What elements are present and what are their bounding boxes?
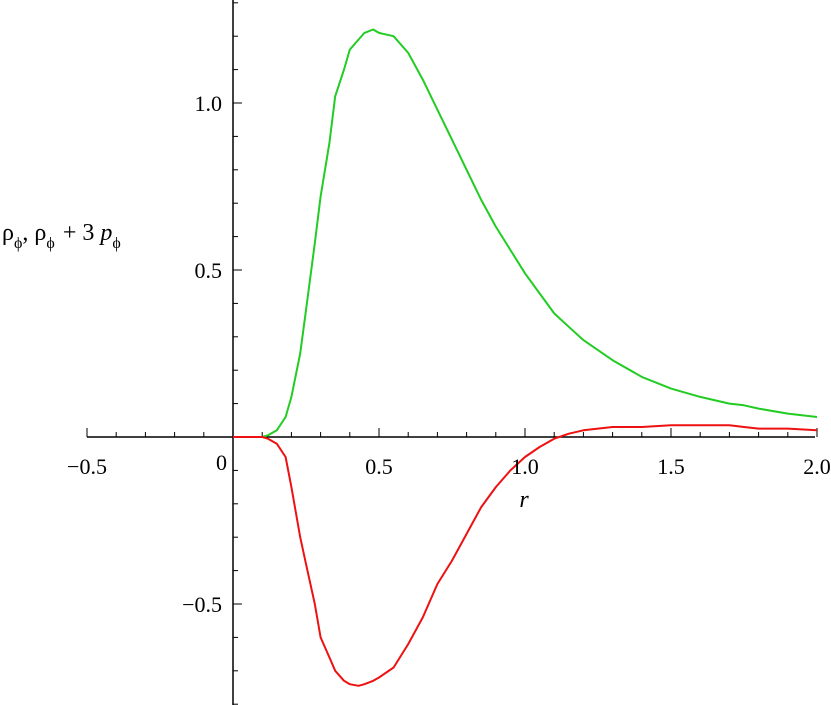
y-label-sep: , (22, 220, 28, 246)
y-label-sub-1: ϕ (14, 235, 22, 252)
y-tick-label: −0.5 (182, 592, 222, 617)
x-tick-label: 1.5 (657, 454, 685, 479)
x-axis-label: r (519, 487, 529, 513)
y-label-sub-2: ϕ (46, 235, 54, 252)
x-tick-label: −0.5 (67, 454, 107, 479)
y-tick-label: 0.5 (195, 258, 223, 283)
series-line-2 (233, 424, 818, 687)
y-label-sub-3: ϕ (112, 235, 120, 252)
x-tick-label: 0.5 (365, 454, 393, 479)
y-label-rho-1: ρ (2, 220, 14, 246)
series-line-1 (233, 28, 818, 438)
y-label-p: p (98, 220, 112, 246)
series-group (233, 28, 818, 687)
y-tick-label: 1.0 (195, 91, 223, 116)
y-label-plus: + 3 (63, 220, 95, 246)
origin-tick-label: 0 (216, 450, 227, 475)
tick-labels: −0.5 0.5 1.0 1.5 2.0 −0.5 0.5 1.0 (67, 91, 831, 617)
y-axis-label: ρϕ, ρϕ + 3 pϕ (2, 220, 121, 252)
x-tick-label: 1.0 (511, 454, 539, 479)
y-label-rho-2: ρ (34, 220, 46, 246)
x-tick-label: 2.0 (803, 454, 831, 479)
